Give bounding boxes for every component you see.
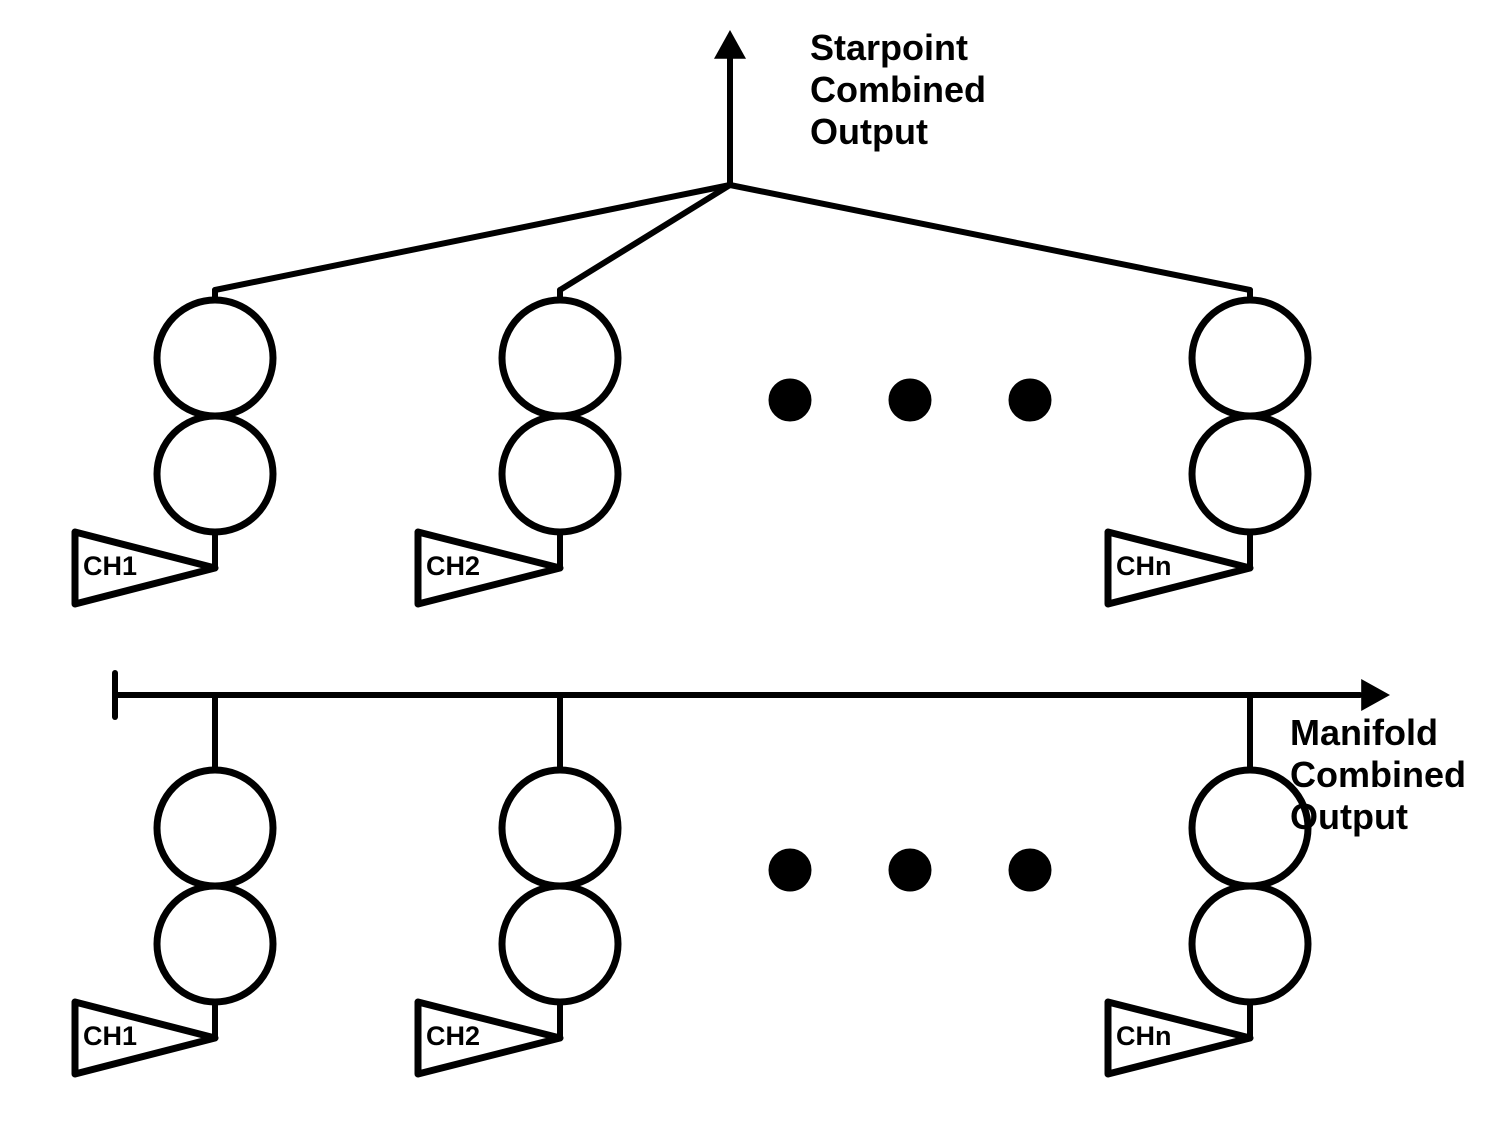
manifold-amp-2-label: CH2 [426,1021,480,1051]
starpoint-amp-2-label: CH2 [426,551,480,581]
combiner-diagram: StarpointCombinedOutput CH1 CH2 CHn Manifold… [0,0,1512,1136]
starpoint-amp-3-label: CHn [1116,551,1172,581]
manifold-amp-3-label: CHn [1116,1021,1172,1051]
manifold-amp-1-label: CH1 [83,1021,137,1051]
starpoint-amp-1-label: CH1 [83,551,137,581]
manifold-title: ManifoldCombinedOutput [1290,712,1466,837]
starpoint-title: StarpointCombinedOutput [810,27,986,152]
